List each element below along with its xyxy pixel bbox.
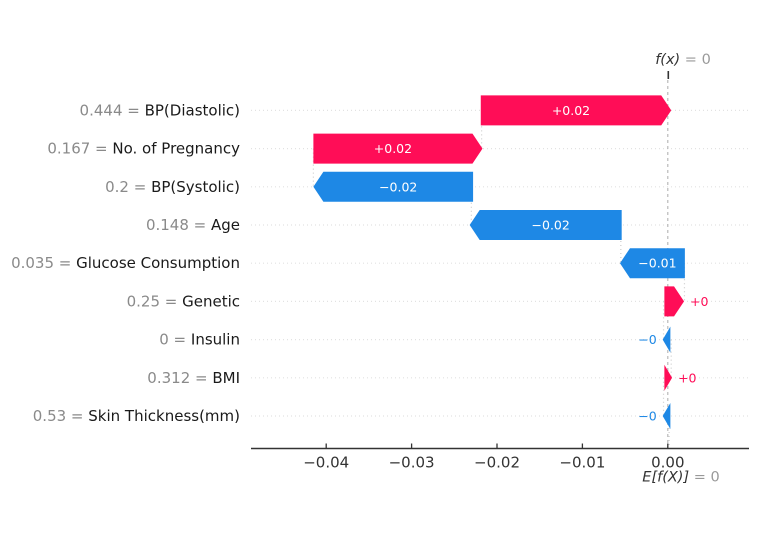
shap-value-label: −0.02 — [379, 179, 417, 194]
feature-label: 0.035 = Glucose Consumption — [11, 254, 240, 272]
feature-name-text: Genetic — [182, 292, 240, 310]
efx-annotation: E[f(X)] = 0 — [642, 470, 719, 486]
feature-name-text: BP(Systolic) — [151, 178, 240, 196]
shap-value-label: −0.01 — [638, 256, 676, 271]
feature-label: 0.53 = Skin Thickness(mm) — [33, 407, 240, 425]
positive-shap-arrow — [313, 133, 483, 164]
shap-value-label: +0.02 — [374, 141, 412, 156]
feature-name-text: No. of Pregnancy — [112, 140, 240, 158]
negative-shap-arrow — [619, 248, 685, 279]
shap-value-label: +0 — [690, 294, 708, 309]
feature-label: 0.312 = BMI — [147, 369, 240, 387]
feature-label: 0.444 = BP(Diastolic) — [80, 101, 240, 119]
fx-annotation: f(x) = 0 — [655, 52, 711, 68]
feature-value-text: 0.167 = — [47, 140, 112, 158]
shap-value-label: −0.02 — [532, 218, 570, 233]
feature-name-text: BMI — [212, 369, 240, 387]
feature-value-text: 0.312 = — [147, 369, 212, 387]
feature-name-text: Insulin — [191, 331, 240, 349]
x-tick-label: −0.03 — [389, 454, 435, 472]
feature-label: 0.2 = BP(Systolic) — [105, 178, 240, 196]
feature-name-text: Skin Thickness(mm) — [88, 407, 240, 425]
x-tick-label: −0.02 — [474, 454, 520, 472]
positive-shap-arrow — [664, 364, 673, 391]
feature-name-text: Age — [211, 216, 240, 234]
feature-value-text: 0.25 = — [127, 292, 183, 310]
feature-value-text: 0.148 = — [146, 216, 211, 234]
feature-value-text: 0.53 = — [33, 407, 89, 425]
feature-label: 0.25 = Genetic — [127, 292, 240, 310]
negative-shap-arrow — [662, 326, 671, 353]
shap-value-label: +0 — [678, 370, 696, 385]
fx-annotation-symbol: f(x) — [655, 52, 680, 68]
x-tick-label: −0.01 — [559, 454, 605, 472]
positive-shap-arrow — [480, 95, 672, 126]
shap-value-label: +0.02 — [552, 103, 590, 118]
x-tick-label: 0.00 — [651, 454, 684, 472]
x-tick-label: −0.04 — [303, 454, 349, 472]
feature-name-text: Glucose Consumption — [76, 254, 240, 272]
feature-value-text: 0.2 = — [105, 178, 151, 196]
shap-value-label: −0 — [638, 409, 656, 424]
negative-shap-arrow — [469, 210, 622, 240]
feature-name-text: BP(Diastolic) — [145, 101, 240, 119]
efx-annotation-value: = 0 — [689, 470, 720, 486]
feature-label: 0.167 = No. of Pregnancy — [47, 140, 240, 158]
negative-shap-arrow — [313, 171, 474, 202]
feature-label: 0.148 = Age — [146, 216, 240, 234]
shap-value-label: −0 — [638, 332, 656, 347]
feature-value-text: 0.035 = — [11, 254, 76, 272]
feature-label: 0 = Insulin — [159, 331, 240, 349]
negative-shap-arrow — [662, 403, 671, 429]
fx-annotation-value: = 0 — [680, 52, 711, 68]
efx-annotation-symbol: E[f(X)] — [642, 470, 689, 486]
feature-value-text: 0.444 = — [80, 101, 145, 119]
feature-value-text: 0 = — [159, 331, 191, 349]
positive-shap-arrow — [664, 286, 685, 317]
